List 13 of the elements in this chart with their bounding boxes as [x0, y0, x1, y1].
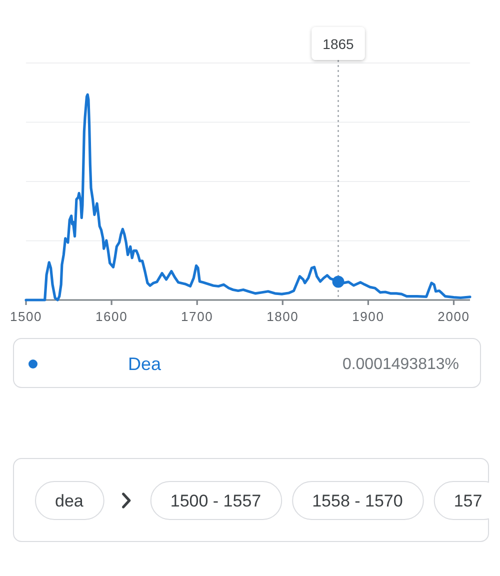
- x-tick-label: 1500: [10, 308, 42, 324]
- text: Dea: [128, 354, 162, 374]
- x-tick-label: 1900: [352, 308, 384, 324]
- text: 0.0001493813%: [342, 356, 459, 372]
- text: 157: [454, 491, 482, 510]
- x-tick-label: 1800: [266, 308, 299, 324]
- x-tick-label: 1700: [181, 308, 214, 324]
- text: dea: [54, 491, 84, 510]
- ref-line-label: 1865: [322, 36, 354, 52]
- x-tick-label: 2000: [438, 308, 470, 324]
- text: 1558 - 1570: [312, 491, 403, 510]
- text: 1500 - 1557: [170, 491, 262, 510]
- x-tick-label: 1600: [95, 308, 128, 324]
